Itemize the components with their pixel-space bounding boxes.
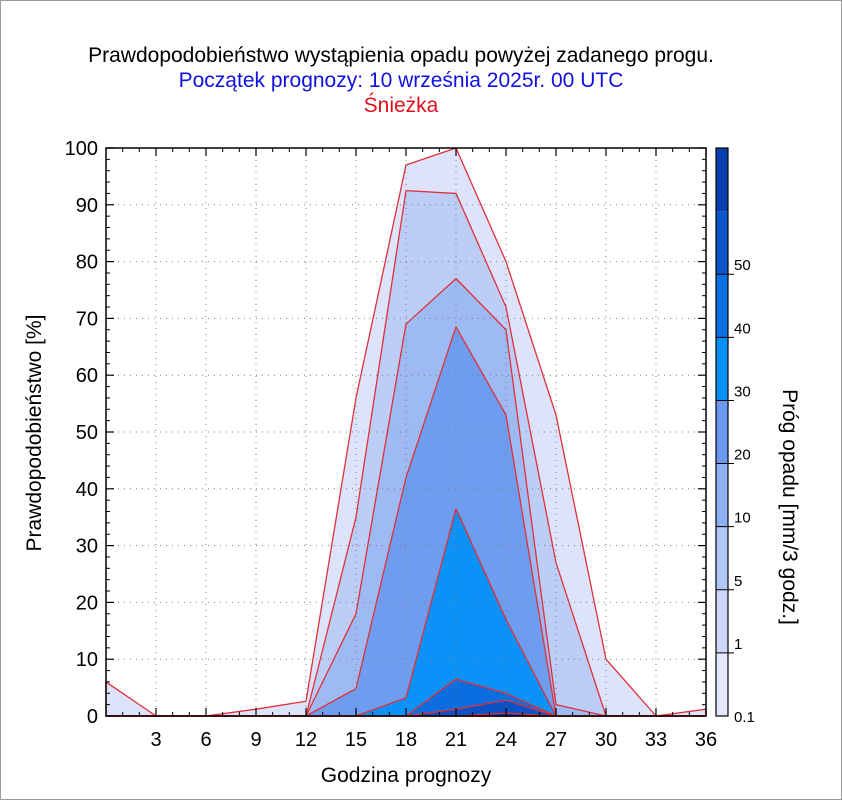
x-tick-label: 36 — [695, 729, 717, 751]
station-name: Śnieżka — [363, 94, 439, 117]
y-tick-label: 50 — [76, 422, 98, 444]
y-tick-label: 30 — [76, 536, 98, 558]
y-tick-label: 20 — [76, 592, 98, 614]
colorbar-segment — [716, 463, 728, 527]
colorbar-segment — [716, 652, 728, 716]
colorbar-label: 50 — [734, 257, 751, 274]
colorbar-border — [715, 147, 729, 717]
colorbar-segment — [716, 211, 728, 275]
x-tick-label: 18 — [395, 729, 417, 751]
chart-title: Prawdopodobieństwo wystąpienia opadu pow… — [88, 44, 714, 67]
x-tick-label: 6 — [200, 729, 211, 751]
x-tick-label: 30 — [595, 729, 617, 751]
y-tick-label: 0 — [87, 706, 98, 728]
colorbar-segment — [716, 274, 728, 338]
colorbar-label: 40 — [734, 320, 751, 337]
x-axis-title: Godzina prognozy — [321, 764, 492, 787]
x-tick-label: 3 — [150, 729, 161, 751]
colorbar-label: 0.1 — [734, 709, 755, 726]
y-tick-label: 10 — [76, 649, 98, 671]
colorbar-title: Próg opadu [mm/3 godz.] — [778, 389, 801, 625]
colorbar-label: 20 — [734, 447, 751, 464]
colorbar-segment — [716, 526, 728, 590]
y-tick-label: 60 — [76, 365, 98, 387]
colorbar-segment — [716, 337, 728, 401]
y-tick-label: 70 — [76, 308, 98, 330]
x-tick-label: 24 — [495, 729, 517, 751]
x-tick-label: 27 — [545, 729, 567, 751]
colorbar-label: 10 — [734, 510, 751, 527]
colorbar-label: 5 — [734, 573, 742, 590]
y-tick-label: 90 — [76, 195, 98, 217]
colorbar-label: 30 — [734, 383, 751, 400]
forecast-start-subtitle: Początek prognozy: 10 września 2025r. 00… — [178, 69, 624, 92]
x-tick-label: 33 — [645, 729, 667, 751]
y-tick-label: 80 — [76, 252, 98, 274]
colorbar-segment — [716, 148, 728, 212]
colorbar: 0.1 1 5 10 20 30 40 50 — [715, 147, 755, 726]
y-axis-title: Prawdopodobieństwo [%] — [23, 315, 46, 552]
colorbar-label: 1 — [734, 636, 742, 653]
x-tick-label: 12 — [295, 729, 317, 751]
x-tick-label: 15 — [345, 729, 367, 751]
colorbar-segment — [716, 589, 728, 653]
x-tick-label: 21 — [445, 729, 467, 751]
colorbar-segment — [716, 400, 728, 464]
y-tick-label: 40 — [76, 479, 98, 501]
y-tick-label: 100 — [65, 138, 98, 160]
x-tick-label: 9 — [250, 729, 261, 751]
